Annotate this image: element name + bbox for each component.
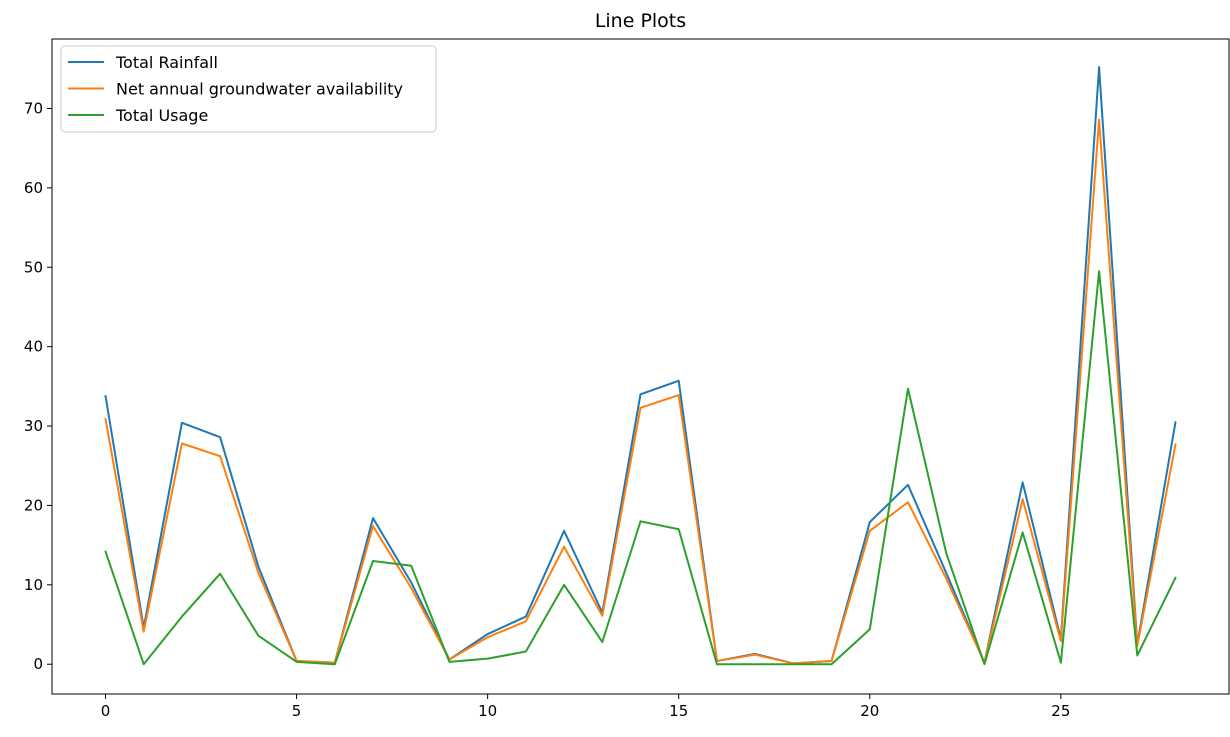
legend-label: Net annual groundwater availability bbox=[116, 80, 403, 99]
x-tick-label: 5 bbox=[292, 702, 302, 720]
series-layer bbox=[104, 66, 1177, 666]
y-tick-label: 60 bbox=[24, 179, 43, 197]
series-line-3 bbox=[104, 270, 1177, 666]
x-tick-label: 0 bbox=[101, 702, 111, 720]
y-tick-label: 70 bbox=[24, 99, 43, 117]
y-tick-label: 10 bbox=[24, 576, 43, 594]
y-tick-label: 40 bbox=[24, 338, 43, 356]
chart-title: Line Plots bbox=[595, 10, 686, 32]
legend-label: Total Usage bbox=[115, 106, 208, 125]
x-tick-label: 20 bbox=[860, 702, 879, 720]
y-tick-label: 50 bbox=[24, 258, 43, 276]
plot-frame bbox=[51, 38, 1230, 695]
legend-box bbox=[60, 45, 437, 133]
y-tick-label: 0 bbox=[33, 655, 43, 673]
legend-label: Total Rainfall bbox=[115, 53, 218, 72]
legend: Total Rainfall Net annual groundwater ava… bbox=[60, 45, 437, 133]
x-tick-label: 10 bbox=[478, 702, 497, 720]
plot-background bbox=[52, 39, 1229, 694]
y-tick-label: 30 bbox=[24, 417, 43, 435]
series-line-2 bbox=[104, 118, 1177, 665]
y-tick-label: 20 bbox=[24, 496, 43, 514]
axis-layer: 0 5 10 15 20 25 0 10 20 30 40 50 60 70 bbox=[24, 99, 1070, 720]
x-tick-label: 25 bbox=[1051, 702, 1070, 720]
x-tick-label: 15 bbox=[669, 702, 688, 720]
